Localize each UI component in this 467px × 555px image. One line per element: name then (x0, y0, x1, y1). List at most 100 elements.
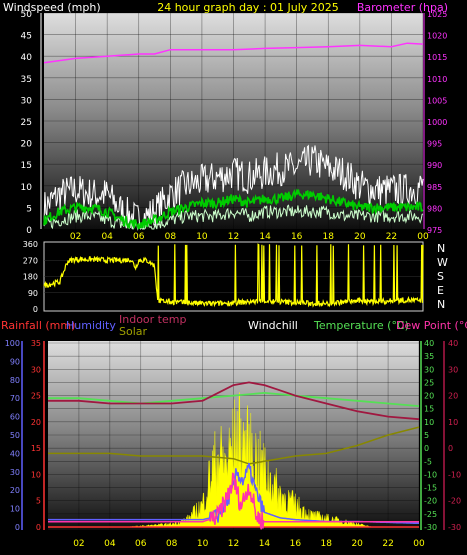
multi-xtick-label: 20 (351, 539, 363, 549)
temperature-tick-label: 20 (424, 392, 434, 401)
multi-xtick-label: 12 (228, 539, 239, 549)
compass-label: N (437, 298, 445, 311)
series-barometer (43, 42, 424, 64)
compass-label: N (437, 242, 445, 255)
multi-xtick-label: 02 (73, 539, 84, 549)
direction-ytick-label: 360 (23, 240, 38, 249)
wind-xtick-label: 10 (196, 232, 208, 242)
rain-tick-label: 15 (31, 444, 41, 453)
temperature-tick-label: 30 (424, 365, 434, 374)
wind-ytick-label: 40 (21, 53, 33, 63)
dewpoint-tick-label: -10 (448, 470, 461, 479)
humidity-tick-label: 10 (10, 505, 20, 514)
barometer-ytick-label: 1025 (427, 10, 447, 19)
temperature-tick-label: 0 (424, 444, 429, 453)
legend-humidity: Humidity (66, 319, 116, 332)
series-dew-point (48, 472, 419, 530)
series-wind-direction (43, 243, 424, 308)
multi-chart-legend: Rainfall (mm) Humidity Indoor temp Solar… (1, 313, 467, 338)
direction-ytick-label: 90 (28, 289, 38, 298)
temperature-tick-label: -10 (424, 470, 437, 479)
temperature-tick-label: 40 (424, 339, 434, 348)
multi-xtick-label: 10 (197, 539, 209, 549)
wind-xtick-label: 12 (228, 232, 239, 242)
humidity-tick-label: 50 (10, 431, 20, 440)
compass-label: W (437, 256, 448, 269)
temperature-tick-label: -20 (424, 497, 437, 506)
multi-xtick-label: 14 (259, 539, 271, 549)
temperature-tick-label: -15 (424, 484, 437, 493)
humidity-tick-label: 60 (10, 413, 20, 422)
wind-ytick-label: 50 (21, 10, 33, 20)
multi-xtick-label: 18 (321, 539, 333, 549)
wind-xtick-label: 20 (354, 232, 366, 242)
direction-ytick-label: 180 (23, 273, 38, 282)
barometer-ytick-label: 975 (427, 226, 442, 235)
humidity-tick-label: 100 (5, 339, 20, 348)
series-indoor-temp (48, 381, 420, 421)
multi-xtick-label: 08 (166, 539, 178, 549)
barometer-ytick-label: 980 (427, 204, 442, 213)
compass-label: S (437, 270, 444, 283)
multi-xtick-label: 04 (104, 539, 116, 549)
wind-ytick-label: 10 (21, 183, 33, 193)
wind-ytick-label: 30 (21, 96, 33, 106)
temperature-tick-label: -5 (424, 457, 432, 466)
wind-xtick-label: 04 (101, 232, 113, 242)
humidity-tick-label: 20 (10, 486, 20, 495)
legend-rainfall: Rainfall (mm) (1, 319, 75, 332)
series-solar (48, 426, 420, 465)
legend-solar: Solar (119, 325, 148, 338)
legend-windchill: Windchill (248, 319, 298, 332)
temperature-tick-label: 35 (424, 352, 434, 361)
legend-indoor-temp: Indoor temp (119, 313, 186, 326)
wind-xtick-label: 14 (259, 232, 271, 242)
humidity-tick-label: 40 (10, 449, 20, 458)
direction-ytick-label: 0 (33, 305, 38, 314)
temperature-humidity-chart: 010203040506070809010005101520253035-30-… (5, 339, 461, 549)
barometer-ytick-label: 1020 (427, 32, 447, 41)
series-wind-gust (43, 144, 424, 230)
rain-tick-label: 10 (31, 470, 41, 479)
rain-tick-label: 30 (31, 365, 41, 374)
dewpoint-tick-label: -20 (448, 497, 461, 506)
multi-xtick-label: 22 (382, 539, 393, 549)
humidity-tick-label: 0 (15, 523, 20, 532)
wind-ytick-label: 20 (21, 140, 33, 150)
dewpoint-tick-label: 30 (448, 365, 458, 374)
dewpoint-tick-label: 10 (448, 418, 458, 427)
rain-tick-label: 20 (31, 418, 41, 427)
wind-ytick-label: 15 (21, 161, 32, 171)
temperature-tick-label: 25 (424, 378, 434, 387)
rain-tick-label: 25 (31, 392, 41, 401)
temperature-tick-label: 15 (424, 405, 434, 414)
barometer-ytick-label: 1010 (427, 75, 447, 84)
dewpoint-tick-label: -30 (448, 523, 461, 532)
compass-label: E (437, 284, 444, 297)
wind-xtick-label: 18 (323, 232, 335, 242)
humidity-tick-label: 80 (10, 376, 20, 385)
humidity-tick-label: 70 (10, 394, 20, 403)
humidity-tick-label: 30 (10, 468, 20, 477)
dewpoint-tick-label: 20 (448, 392, 458, 401)
barometer-label: Barometer (hpa) (357, 1, 448, 14)
wind-xtick-label: 00 (417, 232, 429, 242)
barometer-ytick-label: 1015 (427, 53, 447, 62)
wind-xtick-label: 08 (165, 232, 177, 242)
windspeed-label: Windspeed (mph) (3, 1, 101, 14)
wind-ytick-label: 5 (26, 204, 32, 214)
multi-xtick-label: 06 (135, 539, 147, 549)
dewpoint-tick-label: 0 (448, 444, 453, 453)
wind-xtick-label: 16 (291, 232, 303, 242)
wind-xtick-label: 06 (133, 232, 145, 242)
rain-tick-label: 0 (36, 523, 41, 532)
page-title: 24 hour graph day : 01 July 2025 (157, 1, 339, 14)
wind-ytick-label: 0 (26, 226, 32, 236)
barometer-ytick-label: 995 (427, 140, 442, 149)
rain-tick-label: 35 (31, 339, 41, 348)
temperature-tick-label: 10 (424, 418, 434, 427)
wind-xtick-label: 22 (386, 232, 397, 242)
